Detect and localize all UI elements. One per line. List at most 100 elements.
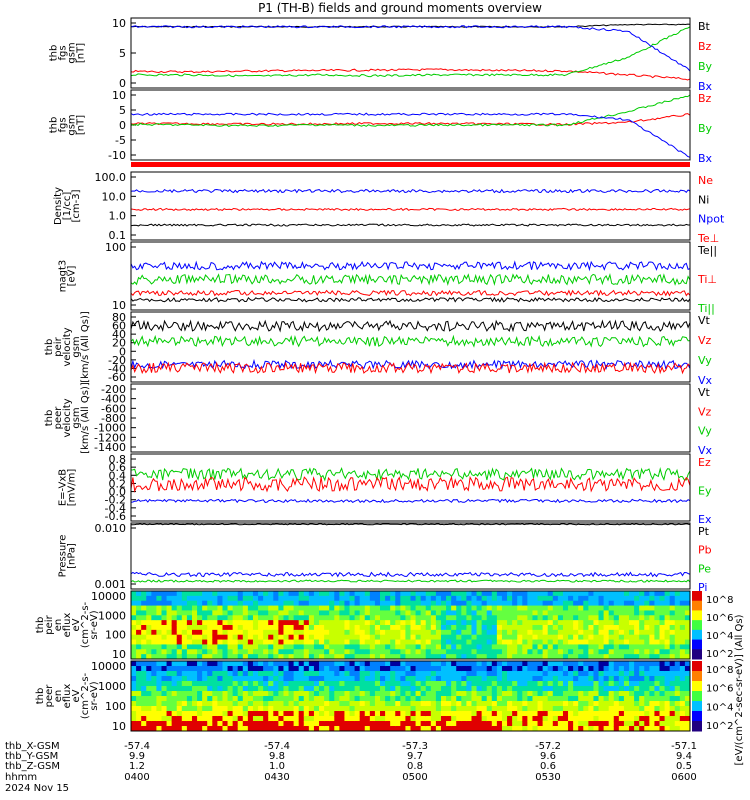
spectrogram-cell [298, 691, 305, 697]
spectrogram-cell [598, 615, 605, 621]
spectrogram-cell [141, 671, 147, 677]
spectrogram-cell [380, 654, 386, 660]
spectrogram-cell [451, 716, 457, 722]
spectrogram-cell [405, 600, 411, 607]
spectrogram-cell [573, 639, 579, 645]
spectrogram-cell [359, 591, 366, 597]
spectrogram-cell [298, 591, 305, 597]
spectrogram-cell [385, 661, 391, 667]
spectrogram-cell [141, 634, 147, 641]
spectrogram-cell [644, 716, 650, 722]
spectrogram-cell [222, 696, 229, 702]
tick-label: 1000 [98, 609, 126, 622]
spectrogram-cell [425, 625, 432, 631]
spectrogram-cell [542, 654, 549, 660]
spectrogram-cell [197, 600, 203, 607]
spectrogram-cell [420, 726, 427, 732]
spectrogram-cell [440, 676, 447, 682]
spectrogram-cell [349, 671, 356, 677]
spectrogram-cell [319, 661, 325, 667]
spectrogram-cell [176, 615, 183, 621]
spectrogram-cell [166, 661, 173, 667]
spectrogram-cell [151, 629, 157, 636]
spectrogram-cell [476, 676, 483, 682]
spectrogram-cell [430, 701, 437, 707]
spectrogram-cell [557, 671, 564, 677]
spectrogram-cell [608, 671, 615, 677]
spectrogram-cell [344, 615, 351, 621]
spectrogram-cell [557, 615, 564, 621]
spectrogram-cell [537, 711, 544, 717]
spectrogram-cell [501, 625, 508, 631]
spectrogram-cell [440, 691, 447, 697]
tick-label: 0.0 [109, 486, 127, 499]
spectrogram-cell [344, 610, 351, 616]
spectrogram-cell [364, 610, 371, 616]
spectrogram-cell [664, 605, 671, 611]
spectrogram-cell [537, 649, 544, 655]
spectrogram-cell [364, 711, 371, 717]
eph-x: -57.3 [402, 741, 428, 752]
spectrogram-cell [532, 629, 539, 636]
spectrogram-cell [207, 634, 213, 641]
spectrogram-cell [227, 721, 234, 727]
legend-Ey: Ey [698, 485, 712, 498]
spectrogram-cell [491, 721, 498, 727]
spectrogram-cell [181, 595, 188, 602]
spectrogram-cell [146, 654, 152, 660]
spectrogram-cell [308, 666, 315, 672]
spectrogram-cell [207, 676, 213, 682]
series-By [130, 26, 691, 78]
spectrogram-cell [197, 615, 203, 621]
spectrogram-cell [415, 686, 422, 692]
spectrogram-cell [247, 654, 254, 660]
spectrogram-cell [390, 591, 396, 597]
spectrogram-cell [557, 634, 564, 641]
spectrogram-cell [186, 726, 193, 732]
spectrogram-cell [283, 600, 290, 607]
spectrogram-cell [618, 629, 625, 636]
spectrogram-cell [186, 676, 193, 682]
spectrogram-cell [293, 644, 300, 650]
spectrogram-cell [313, 595, 320, 602]
spectrogram-cell [598, 605, 605, 611]
spectrogram-cell [684, 716, 691, 722]
spectrogram-cell [583, 605, 589, 611]
spectrogram-cell [629, 600, 635, 607]
spectrogram-cell [440, 639, 447, 645]
spectrogram-cell [608, 649, 615, 655]
spectrogram-cell [644, 726, 650, 732]
spectrogram-cell [496, 600, 503, 607]
spectrogram-cell [639, 625, 645, 631]
spectrogram-cell [131, 625, 137, 631]
spectrogram-cell [227, 595, 234, 602]
spectrogram-cell [679, 639, 686, 645]
spectrogram-cell [415, 676, 422, 682]
eph-label: thb_Y-GSM [5, 751, 58, 762]
spectrogram-cell [390, 701, 396, 707]
spectrogram-cell [161, 620, 168, 626]
spectrogram-cell [425, 671, 432, 677]
spectrogram-cell [466, 711, 472, 717]
spectrogram-cell [298, 629, 305, 636]
spectrogram-cell [247, 591, 254, 597]
spectrogram-cell [385, 716, 391, 722]
spectrogram-cell [268, 686, 274, 692]
spectrogram-cell [547, 591, 554, 597]
spectrogram-cell [588, 634, 594, 641]
spectrogram-cell [263, 629, 269, 636]
spectrogram-cell [440, 591, 447, 597]
spectrogram-cell [263, 615, 269, 621]
spectrogram-cell [557, 701, 564, 707]
spectrogram-cell [273, 711, 279, 717]
spectrogram-cell [532, 600, 539, 607]
spectrogram-cell [669, 654, 676, 660]
spectrogram-cell [207, 620, 213, 626]
spectrogram-cell [191, 706, 198, 712]
spectrogram-cell [664, 649, 671, 655]
spectrogram-cell [268, 716, 274, 722]
spectrogram-cell [486, 654, 493, 660]
spectrogram-cell [222, 701, 229, 707]
spectrogram-cell [568, 691, 574, 697]
